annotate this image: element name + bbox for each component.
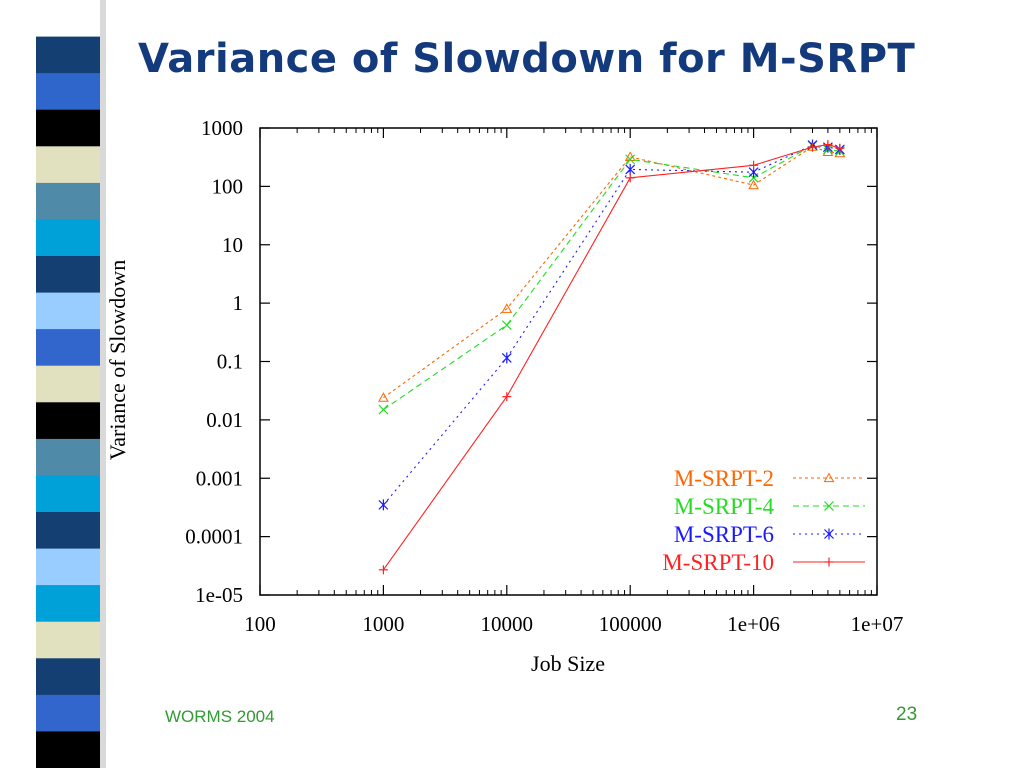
x-tick-label: 100000 — [599, 612, 662, 636]
stripe-segment — [36, 292, 100, 330]
data-point — [501, 352, 512, 364]
slide-title: Variance of Slowdown for M-SRPT — [138, 36, 916, 82]
data-point — [502, 392, 512, 402]
stripe-segment — [36, 694, 100, 732]
footer-conference-label: WORMS 2004 — [165, 707, 275, 726]
x-tick-label: 100 — [244, 612, 276, 636]
stripe-segment — [36, 219, 100, 257]
y-axis-title: Variance of Slowdown — [105, 260, 130, 460]
data-point — [378, 392, 389, 402]
series-layer — [378, 139, 846, 575]
stripe-segment — [36, 731, 100, 768]
legend-label: M-SRPT-6 — [674, 522, 774, 547]
series-line — [382, 144, 841, 506]
y-tick-label: 1e-05 — [195, 583, 243, 607]
x-tick-label: 10000 — [481, 612, 534, 636]
stripe-segment — [36, 73, 100, 111]
series-line — [383, 145, 840, 399]
plot-frame-layer: 100 1000 10000 100000 1e+06 1e+07 1000 100 10 1 0.… — [185, 116, 903, 636]
stripe-shadow — [100, 0, 106, 768]
data-point — [748, 179, 759, 190]
y-tick-label: 0.01 — [206, 408, 243, 432]
marker-stroke — [378, 404, 389, 415]
plot-frame — [259, 127, 878, 596]
legend-label: M-SRPT-10 — [662, 550, 774, 575]
series-line — [383, 145, 840, 411]
legend-label: M-SRPT-2 — [674, 466, 774, 491]
data-point — [625, 154, 636, 165]
stripe-segment — [36, 36, 100, 74]
y-tick-label: 1000 — [201, 116, 243, 140]
stripe-segment — [36, 621, 100, 659]
decorative-stripe-bar — [36, 0, 106, 768]
stripe-segment — [36, 402, 100, 440]
marker-stroke — [824, 501, 834, 511]
y-tick-label: 10 — [222, 233, 243, 257]
legend: M-SRPT-2 M-SRPT-4 M-SRPT-6 M-SRPT-10 — [662, 466, 865, 575]
stripe-segment — [36, 0, 100, 38]
stripe-segment — [36, 146, 100, 184]
stripe-segment — [36, 438, 100, 476]
y-tick-label: 1 — [233, 291, 244, 315]
stripe-segment — [36, 658, 100, 696]
data-point — [378, 499, 389, 511]
data-point — [824, 528, 834, 540]
stripe-segment — [36, 512, 100, 550]
legend-label: M-SRPT-4 — [674, 494, 775, 519]
y-tick-label: 0.001 — [196, 466, 243, 490]
y-tick-label: 100 — [212, 174, 244, 198]
x-tick-label: 1000 — [362, 612, 404, 636]
marker-stroke — [501, 320, 512, 331]
series-m-srpt-6 — [378, 139, 845, 511]
data-point — [807, 142, 817, 152]
stripe-segment — [36, 475, 100, 513]
y-tick-label: 0.1 — [217, 350, 243, 374]
stripe-segment — [36, 109, 100, 147]
data-point — [823, 140, 833, 150]
data-point — [501, 320, 512, 331]
series-m-srpt-2 — [378, 141, 846, 402]
slide-page-number: 23 — [896, 704, 918, 725]
marker-stroke — [625, 154, 636, 165]
y-tick-label: 0.0001 — [185, 525, 243, 549]
stripe-segment — [36, 256, 100, 294]
x-tick-label: 1e+06 — [727, 612, 780, 636]
stripe-segment — [36, 329, 100, 367]
stripe-segment — [36, 585, 100, 623]
data-point — [835, 143, 845, 153]
series-m-srpt-4 — [378, 140, 845, 415]
data-point — [824, 501, 834, 511]
data-point — [749, 160, 759, 170]
stripe-segment — [36, 548, 100, 586]
data-point — [824, 557, 834, 567]
data-point — [378, 404, 389, 415]
x-axis-title: Job Size — [531, 651, 605, 676]
x-tick-label: 1e+07 — [851, 612, 904, 636]
stripe-segment — [36, 365, 100, 403]
data-point — [501, 303, 513, 313]
series-m-srpt-10 — [378, 140, 845, 575]
data-point — [625, 163, 636, 175]
data-point — [823, 472, 835, 483]
stripe-segment — [36, 182, 100, 220]
data-point — [378, 565, 388, 575]
data-point — [625, 173, 635, 183]
